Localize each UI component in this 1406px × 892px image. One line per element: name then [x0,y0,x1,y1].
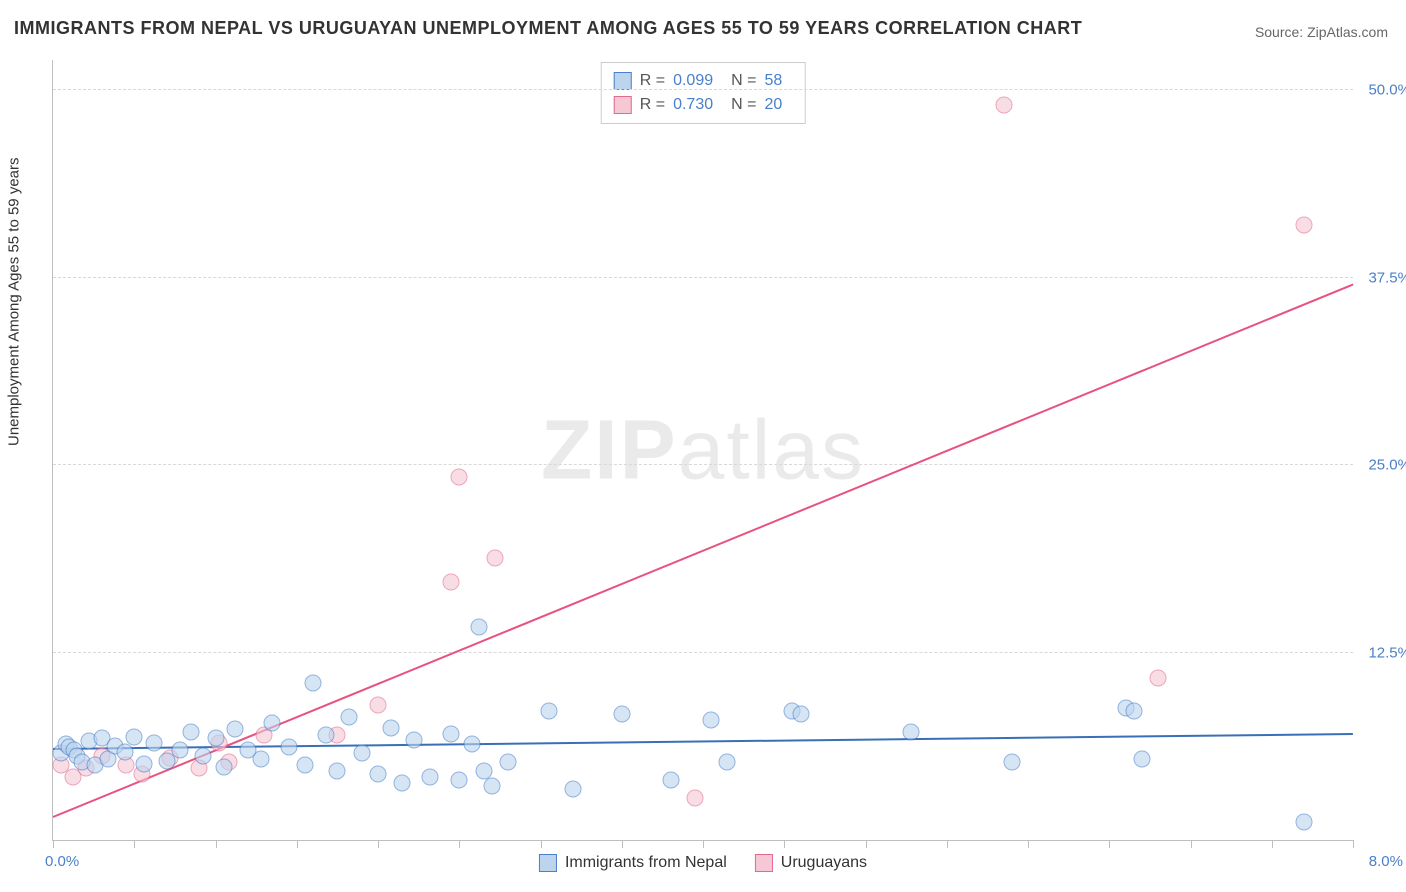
data-point [1133,751,1150,768]
data-point [995,97,1012,114]
data-point [280,739,297,756]
x-tick [1353,840,1354,848]
plot-area: ZIPatlas R = 0.099 N = 58 R = 0.730 N = … [52,60,1353,841]
legend-label-nepal: Immigrants from Nepal [565,854,727,872]
x-tick [947,840,948,848]
data-point [207,730,224,747]
y-tick-label: 50.0% [1368,82,1406,99]
data-point [1296,814,1313,831]
data-point [171,742,188,759]
x-tick [297,840,298,848]
x-tick [134,840,135,848]
x-tick [216,840,217,848]
chart-title: IMMIGRANTS FROM NEPAL VS URUGUAYAN UNEMP… [14,18,1082,39]
gridline [53,277,1353,278]
x-tick [541,840,542,848]
stat-row-uruguayans: R = 0.730 N = 20 [614,93,793,117]
data-point [370,697,387,714]
data-point [253,751,270,768]
data-point [483,778,500,795]
data-point [227,721,244,738]
gridline [53,464,1353,465]
data-point [405,731,422,748]
x-tick [1191,840,1192,848]
data-point [443,574,460,591]
legend-swatch-nepal [539,854,557,872]
x-tick [866,840,867,848]
data-point [719,754,736,771]
x-tick [622,840,623,848]
x-tick [784,840,785,848]
data-point [145,734,162,751]
swatch-uruguayans [614,96,632,114]
y-tick-label: 25.0% [1368,457,1406,474]
data-point [1296,217,1313,234]
data-point [613,706,630,723]
data-point [383,719,400,736]
legend-swatch-uruguayans [755,854,773,872]
legend-label-uruguayans: Uruguayans [781,854,867,872]
x-axis-min-label: 0.0% [45,853,79,870]
stat-legend: R = 0.099 N = 58 R = 0.730 N = 20 [601,62,806,124]
data-point [422,769,439,786]
bottom-legend: Immigrants from Nepal Uruguayans [539,854,867,872]
y-tick-label: 37.5% [1368,269,1406,286]
x-tick [1272,840,1273,848]
data-point [116,743,133,760]
data-point [305,674,322,691]
x-tick [1109,840,1110,848]
data-point [792,706,809,723]
y-tick-label: 12.5% [1368,644,1406,661]
data-point [353,745,370,762]
x-tick [53,840,54,848]
watermark: ZIPatlas [541,402,865,499]
x-axis-max-label: 8.0% [1369,853,1403,870]
data-point [464,736,481,753]
data-point [194,748,211,765]
data-point [500,754,517,771]
data-point [686,790,703,807]
x-tick [378,840,379,848]
x-tick [459,840,460,848]
data-point [126,728,143,745]
data-point [1125,703,1142,720]
gridline [53,89,1353,90]
data-point [443,725,460,742]
data-point [451,772,468,789]
chart-container: IMMIGRANTS FROM NEPAL VS URUGUAYAN UNEMP… [0,0,1406,892]
x-tick [1028,840,1029,848]
data-point [340,709,357,726]
data-point [903,724,920,741]
data-point [470,619,487,636]
legend-item-nepal: Immigrants from Nepal [539,854,727,872]
data-point [296,757,313,774]
data-point [565,781,582,798]
data-point [1003,754,1020,771]
data-point [487,550,504,567]
gridline [53,652,1353,653]
data-point [329,763,346,780]
data-point [136,755,153,772]
data-point [318,727,335,744]
data-point [451,469,468,486]
y-axis-label: Unemployment Among Ages 55 to 59 years [6,157,23,446]
source-label: Source: ZipAtlas.com [1255,24,1388,40]
data-point [662,772,679,789]
data-point [540,703,557,720]
data-point [183,724,200,741]
swatch-nepal [614,72,632,90]
legend-item-uruguayans: Uruguayans [755,854,867,872]
data-point [703,712,720,729]
data-point [1150,670,1167,687]
x-tick [703,840,704,848]
data-point [264,715,281,732]
trendline [53,283,1354,817]
data-point [370,766,387,783]
data-point [394,775,411,792]
data-point [215,758,232,775]
